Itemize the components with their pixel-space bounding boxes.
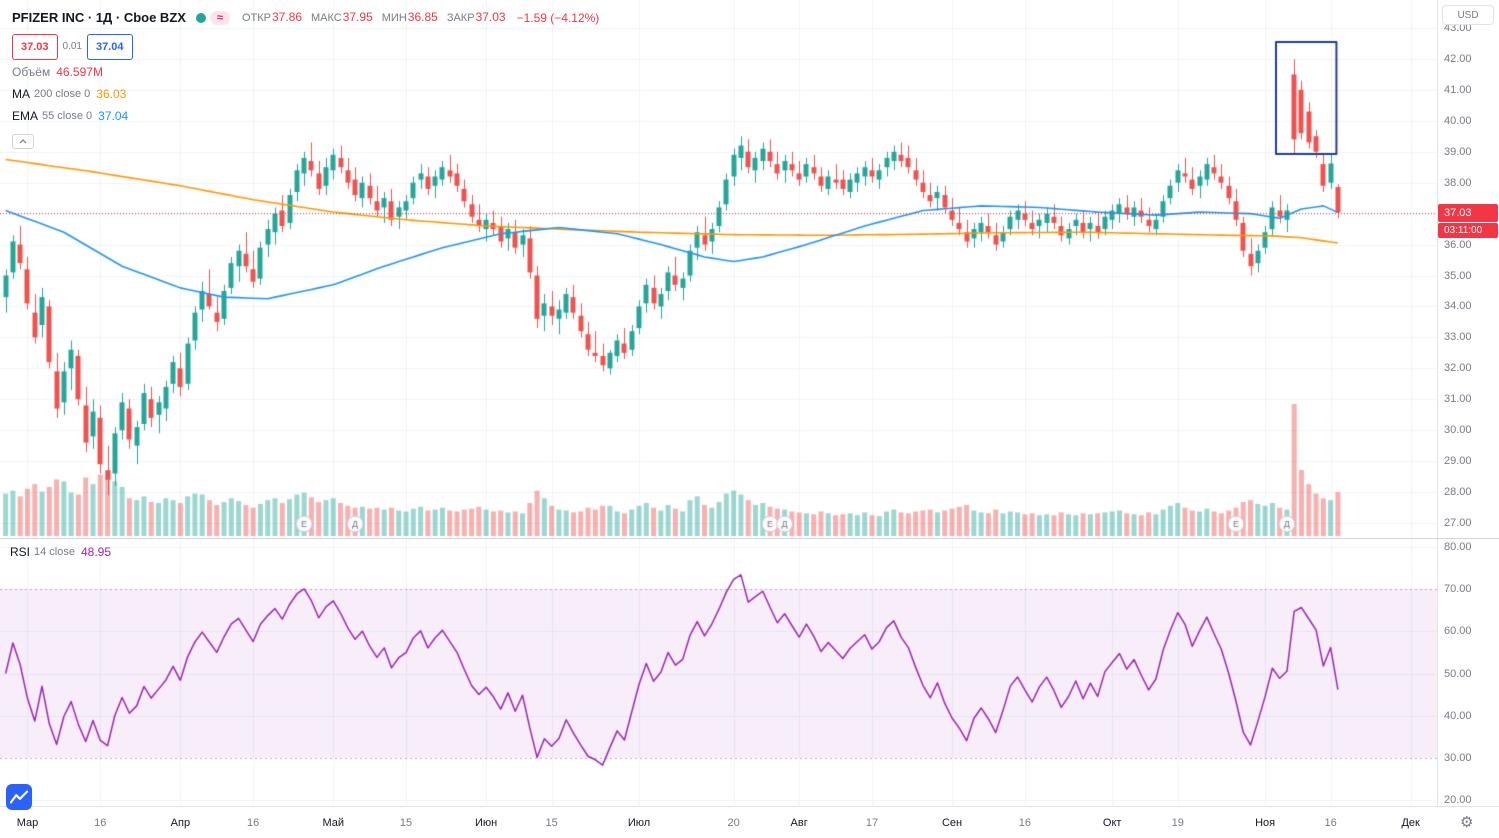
time-axis-label: Май [322,817,345,829]
rsi-axis-label: 20.00 [1444,794,1472,806]
time-axis-label: Окт [1102,817,1122,829]
price-axis-label: 43.00 [1444,22,1472,34]
time-axis-label: 16 [94,817,107,829]
price-axis-label: 35.00 [1444,269,1472,282]
legend-collapse-button[interactable] [12,134,34,149]
chevron-up-icon [19,139,27,144]
price-axis-label: 33.00 [1444,331,1472,344]
ohlc-high: МАКС37.95 [311,10,373,24]
ohlc-low: МИН36.85 [381,10,438,24]
time-axis-label: 20 [727,817,740,829]
price-axis-label: 28.00 [1444,486,1472,499]
time-axis-label: Авг [790,817,808,829]
price-axis-label: 30.00 [1444,424,1472,437]
price-change: −1.59 (−4.12%) [516,10,600,25]
rsi-axis-label: 70.00 [1444,583,1472,596]
time-axis-label: Мар [16,817,39,829]
volume-value: 46.597M [56,65,103,79]
price-axis-label: 34.00 [1444,300,1472,313]
price-scale[interactable]: 43.00 42.00 41.00 40.00 39.00 38.00 36.00 35.00… [1438,0,1499,806]
price-axis-label: 31.00 [1444,393,1472,406]
ohlc-close: ЗАКР37.03 [446,10,506,24]
settings-gear-icon[interactable]: ⚙ [1460,814,1474,831]
current-price-badge: 37.03 [1438,203,1498,222]
chart-legend: PFIZER INC · 1Д · Cboe BZX ≈ ОТКР37.86 М… [12,7,599,149]
currency-button[interactable]: USD [1442,5,1494,25]
time-axis-label: Июн [474,817,498,829]
time-axis-label: Июл [627,817,651,829]
time-axis-label: 15 [545,817,558,829]
time-axis-label: Апр [170,817,191,829]
time-scale[interactable]: Мар 16 Апр 16 Май 15 Июн 15 Июл 20 Авг 17 Сен 16 Окт 19… [0,807,1499,838]
tradingview-logo-button[interactable] [6,784,32,810]
price-axis-label: 38.00 [1444,176,1472,189]
buy-button[interactable]: 37.04 [87,34,133,60]
price-axis-label: 42.00 [1444,52,1472,65]
time-axis-label: 16 [247,817,260,829]
time-axis-label: 16 [1018,817,1031,829]
sell-button[interactable]: 37.03 [12,34,58,60]
volume-legend[interactable]: Объём 46.597M [12,62,599,82]
rsi-value: 48.95 [81,545,112,559]
time-axis-label: 19 [1171,817,1184,829]
price-axis-label: 39.00 [1444,145,1472,158]
pane-separator[interactable] [0,538,1499,539]
trade-row: 37.03 0.01 37.04 [12,34,599,60]
symbol-row: PFIZER INC · 1Д · Cboe BZX ≈ ОТКР37.86 М… [12,7,599,28]
time-axis-label: 16 [1324,817,1337,829]
rsi-legend[interactable]: RSI 14 close 48.95 [10,542,111,562]
time-axis-label: 17 [865,817,879,829]
price-axis-label: 41.00 [1444,83,1472,96]
ema-legend[interactable]: EMA 55 close 0 37.04 [12,106,599,126]
market-status-icon [195,12,206,23]
price-axis-label: 29.00 [1444,455,1472,468]
alert-wave-icon: ≈ [209,10,230,25]
time-axis-label: Сен [941,817,963,829]
ma-value: 36.03 [96,87,127,101]
rsi-axis-label: 80.00 [1444,541,1472,553]
price-scale-border [1437,0,1438,806]
price-axis-label: 36.00 [1444,238,1472,251]
ohlc-open: ОТКР37.86 [241,10,302,24]
time-axis-label: 15 [399,817,413,829]
mountain-chart-icon [10,790,28,804]
rsi-axis-label: 50.00 [1444,667,1472,680]
ema-value: 37.04 [98,109,129,123]
rsi-axis-label: 60.00 [1444,625,1472,638]
symbol-title[interactable]: PFIZER INC · 1Д · Cboe BZX [12,9,186,25]
time-axis-label: Дек [1401,817,1420,829]
price-axis-label: 32.00 [1444,362,1472,375]
spread-value: 0.01 [62,41,82,52]
time-axis-label: Ноя [1255,817,1276,829]
price-axis-label: 27.00 [1444,517,1472,529]
ma-legend[interactable]: MA 200 close 0 36.03 [12,84,599,104]
time-scale-border [0,806,1499,807]
rsi-axis-label: 30.00 [1444,751,1472,764]
bar-countdown-badge: 03:11:00 [1438,222,1498,238]
rsi-axis-label: 40.00 [1444,709,1472,722]
price-axis-label: 40.00 [1444,114,1472,127]
